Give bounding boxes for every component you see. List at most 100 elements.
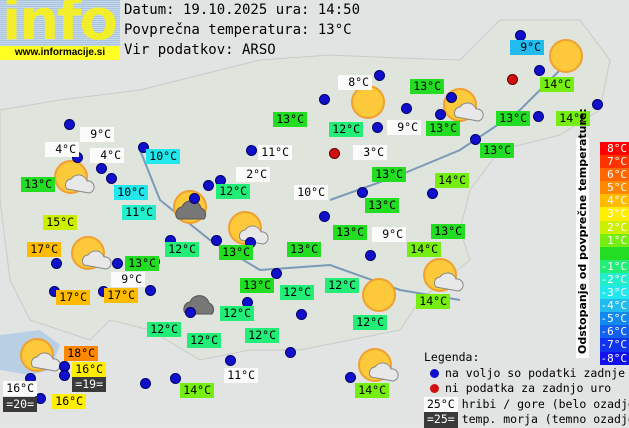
station-marker[interactable]: [285, 347, 296, 358]
temperature-label: 11°C: [122, 205, 156, 220]
temperature-label: 17°C: [56, 290, 90, 305]
temperature-label: 13°C: [333, 225, 367, 240]
station-marker[interactable]: [296, 309, 307, 320]
temperature-label: 13°C: [219, 245, 253, 260]
scale-step: -2°C: [600, 272, 629, 287]
temperature-label: 13°C: [480, 143, 514, 158]
station-marker[interactable]: [140, 378, 151, 389]
temperature-label: 16°C: [3, 381, 37, 396]
legend-sea-sample: =25=: [424, 412, 458, 428]
station-marker[interactable]: [446, 92, 457, 103]
station-marker[interactable]: [112, 258, 123, 269]
legend-available-text: na voljo so podatki zadnje ure: [445, 365, 629, 380]
temperature-label: 4°C: [45, 142, 79, 157]
legend-available: na voljo so podatki zadnje ure: [424, 366, 629, 382]
temperature-label: 9°C: [387, 120, 421, 135]
station-marker[interactable]: [189, 193, 200, 204]
temperature-label: 16°C: [72, 362, 106, 377]
temperature-label: 13°C: [431, 224, 465, 239]
station-marker[interactable]: [185, 307, 196, 318]
station-marker[interactable]: [271, 268, 282, 279]
station-marker[interactable]: [211, 235, 222, 246]
temperature-label: 9°C: [372, 227, 406, 242]
temperature-label: 8°C: [338, 75, 372, 90]
station-marker[interactable]: [170, 373, 181, 384]
temperature-label: 17°C: [104, 288, 138, 303]
scale-step: [600, 246, 629, 260]
station-marker[interactable]: [225, 355, 236, 366]
temperature-label: 14°C: [180, 383, 214, 398]
legend-mountain-sample: 25°C: [424, 396, 458, 412]
temperature-label: 14°C: [407, 242, 441, 257]
legend-mountain: 25°C hribi / gore (belo ozadje): [424, 396, 629, 412]
sun-cloud-icon: [54, 160, 95, 194]
station-marker[interactable]: [145, 285, 156, 296]
station-marker[interactable]: [592, 99, 603, 110]
temperature-label: 11°C: [224, 368, 258, 383]
temperature-label: 11°C: [258, 145, 292, 160]
station-marker[interactable]: [427, 188, 438, 199]
logo[interactable]: info www.informacije.si: [0, 0, 120, 60]
temperature-label: =19=: [72, 377, 106, 392]
logo-url[interactable]: www.informacije.si: [0, 46, 120, 60]
legend-title: Legenda:: [424, 350, 480, 364]
station-marker[interactable]: [246, 145, 257, 156]
station-marker[interactable]: [470, 134, 481, 145]
deviation-scale: 8°C 7°C 6°C 5°C 4°C 3°C 2°C 1°C -1°C -2°C -3°C -4°C…: [600, 142, 629, 365]
temperature-label: 4°C: [90, 148, 124, 163]
temperature-label: 14°C: [416, 294, 450, 309]
station-marker[interactable]: [59, 370, 70, 381]
station-marker[interactable]: [96, 163, 107, 174]
station-marker[interactable]: [357, 187, 368, 198]
station-marker[interactable]: [534, 65, 545, 76]
scale-step: 6°C: [600, 168, 629, 182]
station-marker[interactable]: [345, 372, 356, 383]
temperature-label: =20=: [3, 397, 37, 412]
temperature-label: 14°C: [540, 77, 574, 92]
station-marker[interactable]: [319, 211, 330, 222]
station-marker[interactable]: [319, 94, 330, 105]
scale-step: 4°C: [600, 194, 629, 208]
station-marker[interactable]: [106, 173, 117, 184]
temperature-label: 13°C: [410, 79, 444, 94]
temperature-label: 13°C: [240, 278, 274, 293]
temperature-label: 10°C: [114, 185, 148, 200]
station-marker[interactable]: [365, 250, 376, 261]
temperature-label: 13°C: [426, 121, 460, 136]
legend: Legenda: na voljo so podatki zadnje ure …: [424, 350, 629, 428]
legend-missing: ni podatka za zadnjo uro: [424, 381, 629, 397]
sun-cloud-icon: [358, 348, 399, 382]
station-marker[interactable]: [533, 111, 544, 122]
scale-step: -3°C: [600, 286, 629, 300]
station-marker-missing[interactable]: [507, 74, 518, 85]
station-marker[interactable]: [374, 70, 385, 81]
river: [139, 149, 461, 301]
temperature-label: 12°C: [165, 242, 199, 257]
station-marker-missing[interactable]: [329, 148, 340, 159]
scale-step: -5°C: [600, 312, 629, 326]
station-marker[interactable]: [64, 119, 75, 130]
temperature-label: 12°C: [147, 322, 181, 337]
temperature-label: 2°C: [236, 167, 270, 182]
station-marker[interactable]: [372, 122, 383, 133]
station-marker[interactable]: [138, 142, 149, 153]
sun-cloud-icon: [71, 236, 112, 270]
scale-step: 1°C: [600, 233, 629, 247]
station-marker[interactable]: [51, 258, 62, 269]
station-marker[interactable]: [401, 103, 412, 114]
temperature-label: 3°C: [353, 145, 387, 160]
scale-step: -7°C: [600, 338, 629, 352]
temperature-label: 14°C: [355, 383, 389, 398]
logo-word: info: [2, 0, 116, 46]
temperature-label: 14°C: [556, 111, 590, 126]
station-marker[interactable]: [203, 180, 214, 191]
temperature-label: 12°C: [329, 122, 363, 137]
legend-sea: =25= temp. morja (temno ozadje): [424, 412, 629, 428]
station-marker[interactable]: [435, 109, 446, 120]
temperature-label: 14°C: [435, 173, 469, 188]
scale-step: -6°C: [600, 325, 629, 339]
temperature-label: 13°C: [496, 111, 530, 126]
temperature-label: 12°C: [280, 285, 314, 300]
data-source-line: Vir podatkov: ARSO: [124, 42, 276, 58]
red-dot-icon: [430, 384, 439, 393]
